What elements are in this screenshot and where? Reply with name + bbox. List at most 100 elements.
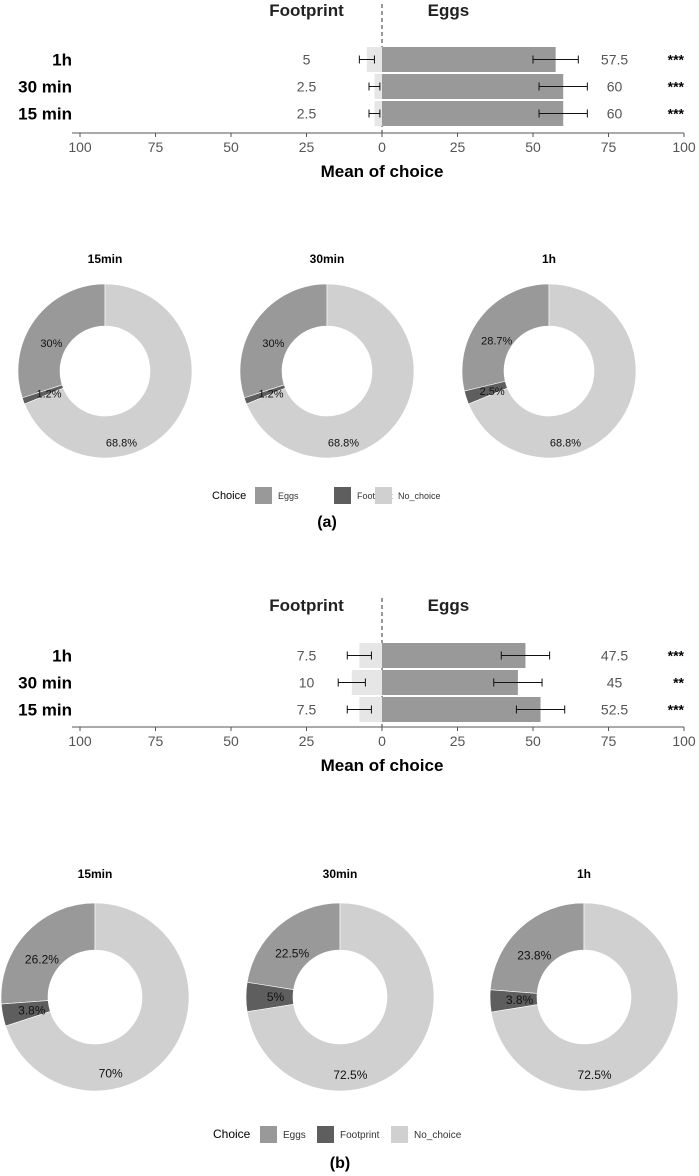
slice-label: 68.8% — [106, 437, 137, 449]
legend-label: Eggs — [278, 491, 299, 501]
slice-label: 72.5% — [333, 1068, 367, 1082]
slice-label: 28.7% — [481, 336, 512, 348]
legend-label: No_choice — [398, 491, 441, 501]
category-label: 30 min — [18, 674, 72, 693]
x-tick-label: 75 — [148, 139, 164, 155]
category-label: 1h — [52, 647, 72, 666]
slice-no-choice — [24, 283, 193, 459]
slice-label: 26.2% — [25, 953, 59, 967]
value-label-eggs: 60 — [607, 106, 623, 122]
side-label-eggs: Eggs — [428, 596, 470, 615]
x-axis-title: Mean of choice — [321, 756, 444, 775]
category-label: 30 min — [18, 78, 72, 97]
x-tick-label: 0 — [378, 733, 386, 749]
x-tick-label: 100 — [68, 733, 92, 749]
x-tick-label: 25 — [299, 733, 315, 749]
donut-chart: 15min 30% 1.2% 68.8% — [17, 252, 193, 459]
x-tick-label: 25 — [450, 733, 466, 749]
slice-no-choice — [490, 902, 679, 1092]
donut-chart: 15min 26.2% 3.8% 70% — [0, 867, 190, 1092]
category-label: 15 min — [18, 701, 72, 720]
panel-caption: (a) — [317, 514, 337, 531]
bar-eggs — [382, 47, 556, 72]
slice-label: 72.5% — [578, 1068, 612, 1082]
value-label-footprint: 10 — [299, 675, 315, 691]
x-tick-label: 25 — [450, 139, 466, 155]
slice-no-choice — [5, 902, 190, 1092]
slice-eggs — [17, 283, 106, 399]
donut-title: 15min — [78, 867, 113, 881]
x-tick-label: 25 — [299, 139, 315, 155]
donut-title: 30min — [310, 252, 345, 266]
donut-group-b: 15min 26.2% 3.8% 70% 30min 22.5% 5% 72.5% 1h 23.8… — [0, 867, 679, 1172]
legend-swatch — [375, 487, 392, 504]
slice-label: 68.8% — [550, 437, 581, 449]
bar-chart-b: Footprint Eggs 1h 7.5 47.5 *** 30 min 10 45 ** 15 … — [18, 596, 696, 775]
side-label-footprint: Footprint — [269, 1, 344, 20]
value-label-eggs: 60 — [607, 79, 623, 95]
slice-label: 68.8% — [328, 437, 359, 449]
slice-footprint — [245, 981, 294, 1013]
donut-chart: 30min 22.5% 5% 72.5% — [245, 867, 435, 1092]
bar-chart-a: Footprint Eggs 1h 5 57.5 *** 30 min 2.5 60 *** 15 … — [18, 1, 696, 181]
slice-eggs — [239, 283, 328, 399]
slice-footprint — [489, 989, 538, 1013]
slice-eggs — [246, 902, 341, 990]
slice-label: 23.8% — [517, 948, 551, 962]
slice-label: 5% — [267, 990, 285, 1004]
value-label-eggs: 47.5 — [601, 648, 628, 664]
value-label-footprint: 7.5 — [297, 648, 317, 664]
slice-no-choice — [468, 283, 637, 459]
value-label-eggs: 57.5 — [601, 52, 628, 68]
x-tick-label: 50 — [525, 733, 541, 749]
slice-eggs — [0, 902, 96, 1005]
value-label-footprint: 7.5 — [297, 702, 317, 718]
slice-eggs — [489, 902, 585, 994]
donut-title: 30min — [323, 867, 358, 881]
legend-swatch — [255, 487, 272, 504]
legend-label: Footprint — [340, 1130, 380, 1141]
legend-swatch — [391, 1126, 408, 1143]
slice-label: 1.2% — [259, 389, 284, 401]
value-label-footprint: 2.5 — [297, 106, 317, 122]
x-axis-title: Mean of choice — [321, 162, 444, 181]
slice-eggs — [461, 283, 550, 392]
slice-label: 2.5% — [480, 386, 505, 398]
panel-caption: (b) — [330, 1155, 350, 1172]
value-label-footprint: 2.5 — [297, 79, 317, 95]
significance-label: *** — [668, 702, 685, 718]
donut-chart: 30min 30% 1.2% 68.8% — [239, 252, 415, 459]
significance-label: *** — [668, 648, 685, 664]
x-tick-label: 50 — [525, 139, 541, 155]
slice-label: 22.5% — [275, 946, 309, 960]
donut-chart: 1h 28.7% 2.5% 68.8% — [461, 252, 637, 459]
side-label-footprint: Footprint — [269, 596, 344, 615]
legend-label: Eggs — [283, 1130, 306, 1141]
bar-eggs — [382, 74, 564, 99]
value-label-footprint: 5 — [303, 52, 311, 68]
donut-chart: 1h 23.8% 3.8% 72.5% — [489, 867, 679, 1092]
donut-title: 1h — [542, 252, 556, 266]
slice-no-choice — [246, 283, 415, 459]
significance-label: *** — [668, 106, 685, 122]
legend-label: No_choice — [414, 1130, 462, 1141]
category-label: 15 min — [18, 105, 72, 124]
donut-title: 1h — [577, 867, 591, 881]
value-label-eggs: 45 — [607, 675, 623, 691]
x-tick-label: 75 — [601, 139, 617, 155]
slice-footprint — [0, 1000, 51, 1027]
legend-swatch — [317, 1126, 334, 1143]
x-tick-label: 100 — [672, 139, 696, 155]
x-tick-label: 100 — [68, 139, 92, 155]
significance-label: ** — [673, 675, 684, 691]
slice-label: 3.8% — [18, 1004, 46, 1018]
legend-swatch — [260, 1126, 277, 1143]
x-tick-label: 75 — [148, 733, 164, 749]
x-tick-label: 50 — [223, 733, 239, 749]
legend: Choice Eggs Footprint No_choice — [212, 487, 441, 504]
slice-footprint — [463, 381, 508, 405]
slice-label: 3.8% — [506, 993, 534, 1007]
legend-swatch — [334, 487, 351, 504]
slice-label: 1.2% — [37, 389, 62, 401]
